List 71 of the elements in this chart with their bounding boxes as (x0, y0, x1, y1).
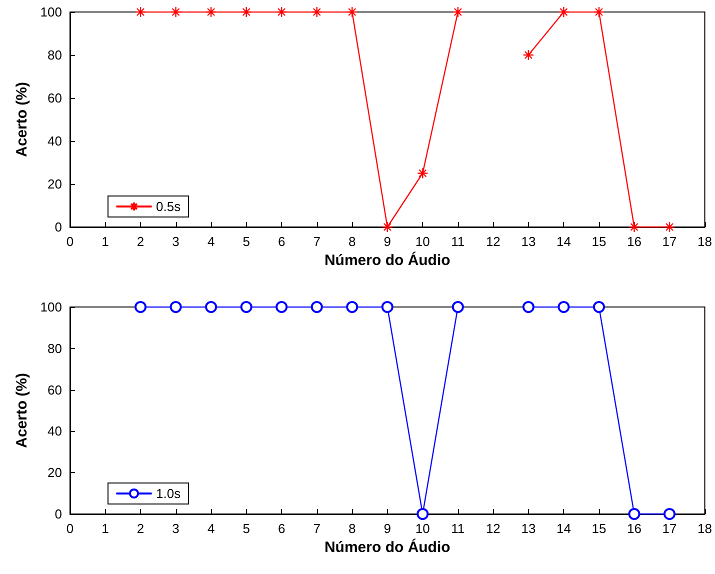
y-tick-label: 40 (48, 424, 62, 439)
point (628, 221, 640, 233)
point (134, 6, 146, 18)
y-axis-title: Acerto (%) (13, 82, 30, 158)
x-tick-label: 15 (592, 234, 606, 249)
point (382, 221, 393, 233)
point (417, 168, 428, 179)
legend-label: 1.0s (156, 486, 182, 501)
x-tick-label: 6 (278, 521, 286, 536)
x-tick-label: 17 (662, 234, 677, 249)
y-tick-label: 40 (48, 134, 62, 148)
point (593, 6, 605, 18)
x-tick-label: 13 (521, 521, 536, 536)
x-tick-label: 10 (415, 521, 430, 536)
y-tick-label: 0 (54, 506, 62, 522)
x-tick-label: 11 (451, 521, 465, 536)
point (276, 6, 288, 18)
x-tick-label: 16 (627, 521, 642, 536)
x-tick-label: 0 (66, 234, 74, 249)
x-tick-label: 15 (592, 521, 606, 536)
y-tick-label: 20 (48, 465, 62, 480)
y-tick-label: 100 (40, 300, 62, 314)
x-tick-label: 11 (451, 234, 465, 249)
point (664, 221, 676, 233)
legend-label: 0.5s (156, 199, 182, 214)
y-tick-label: 60 (48, 90, 62, 106)
y-tick-label: 0 (54, 220, 62, 234)
x-tick-label: 18 (698, 234, 712, 249)
x-tick-label: 8 (348, 521, 356, 536)
point (205, 6, 217, 18)
x-tick-label: 17 (662, 521, 677, 536)
y-tick-label: 80 (48, 340, 62, 356)
point (311, 6, 322, 18)
x-tick-label: 14 (556, 521, 571, 536)
x-tick-label: 7 (313, 234, 320, 249)
point (558, 6, 570, 18)
x-tick-label: 13 (521, 234, 536, 249)
x-axis-title: Número do Áudio (324, 538, 450, 556)
x-tick-label: 1 (102, 234, 109, 249)
x-tick-label: 12 (486, 234, 500, 249)
x-tick-label: 1 (102, 521, 109, 536)
x-tick-label: 4 (207, 521, 215, 536)
x-tick-label: 12 (486, 521, 500, 536)
x-tick-label: 3 (172, 521, 180, 536)
x-tick-label: 9 (384, 521, 391, 536)
y-tick-label: 100 (40, 4, 62, 20)
x-tick-label: 2 (136, 521, 144, 536)
point (522, 49, 534, 61)
x-tick-label: 16 (627, 234, 642, 249)
y-tick-label: 20 (48, 176, 62, 192)
x-tick-label: 10 (415, 234, 430, 249)
y-tick-label: 60 (48, 382, 62, 398)
x-tick-label: 7 (313, 521, 320, 536)
x-tick-label: 8 (348, 234, 356, 249)
y-axis-title: Acerto (%) (13, 372, 30, 448)
x-tick-label: 18 (698, 521, 712, 536)
point (240, 6, 252, 18)
x-tick-label: 4 (207, 234, 215, 249)
y-tick-label: 80 (48, 48, 62, 62)
x-tick-label: 3 (172, 234, 180, 249)
point (346, 6, 358, 18)
x-tick-label: 5 (242, 234, 250, 249)
x-tick-label: 9 (384, 234, 391, 249)
x-tick-label: 6 (278, 234, 286, 249)
point (452, 6, 464, 18)
x-tick-label: 2 (136, 234, 144, 249)
x-tick-label: 14 (556, 234, 571, 249)
x-tick-label: 0 (66, 521, 74, 536)
x-tick-label: 5 (242, 521, 250, 536)
point (170, 6, 182, 18)
x-axis-title: Número do Áudio (324, 251, 450, 269)
